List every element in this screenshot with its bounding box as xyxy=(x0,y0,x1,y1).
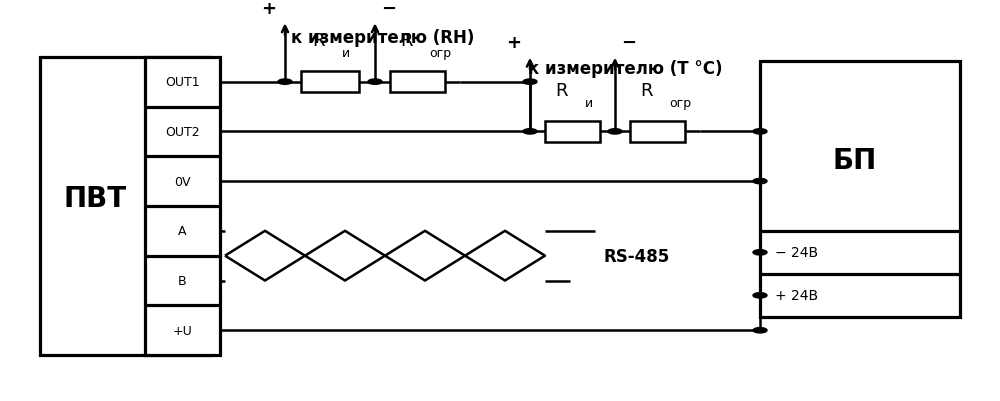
Circle shape xyxy=(523,80,537,85)
Text: R: R xyxy=(312,32,325,50)
Text: +: + xyxy=(261,0,276,18)
Circle shape xyxy=(753,328,767,333)
Text: 0V: 0V xyxy=(174,175,191,188)
Text: A: A xyxy=(178,225,187,238)
Circle shape xyxy=(753,250,767,255)
Text: огр: огр xyxy=(670,97,692,110)
Text: БП: БП xyxy=(833,147,877,174)
Text: и: и xyxy=(584,97,593,110)
Circle shape xyxy=(753,293,767,298)
Text: R: R xyxy=(400,32,413,50)
Circle shape xyxy=(368,80,382,85)
Text: + 24В: + 24В xyxy=(775,289,818,303)
Text: R: R xyxy=(640,82,652,99)
Text: +U: +U xyxy=(173,324,192,337)
Circle shape xyxy=(753,130,767,135)
Text: и: и xyxy=(342,47,350,60)
Text: +: + xyxy=(507,34,522,52)
Text: к измерителю (T °C): к измерителю (T °C) xyxy=(528,60,722,77)
Circle shape xyxy=(523,130,537,135)
Bar xyxy=(760,61,960,317)
Circle shape xyxy=(608,130,622,135)
Bar xyxy=(40,58,210,355)
Circle shape xyxy=(278,80,292,85)
Text: RS-485: RS-485 xyxy=(603,247,669,265)
Text: −: − xyxy=(381,0,397,18)
Text: − 24В: − 24В xyxy=(775,246,818,260)
Text: −: − xyxy=(621,34,637,52)
Text: R: R xyxy=(555,82,568,99)
Text: ПВТ: ПВТ xyxy=(63,185,127,213)
Text: OUT1: OUT1 xyxy=(165,76,200,89)
Bar xyxy=(390,72,445,93)
Text: OUT2: OUT2 xyxy=(165,126,200,138)
Text: B: B xyxy=(178,274,187,287)
Circle shape xyxy=(753,179,767,184)
Bar xyxy=(630,122,685,142)
Text: огр: огр xyxy=(430,47,452,60)
Bar xyxy=(145,58,220,355)
Text: к измерителю (RH): к измерителю (RH) xyxy=(291,29,474,47)
Bar xyxy=(545,122,600,142)
Bar xyxy=(301,72,359,93)
